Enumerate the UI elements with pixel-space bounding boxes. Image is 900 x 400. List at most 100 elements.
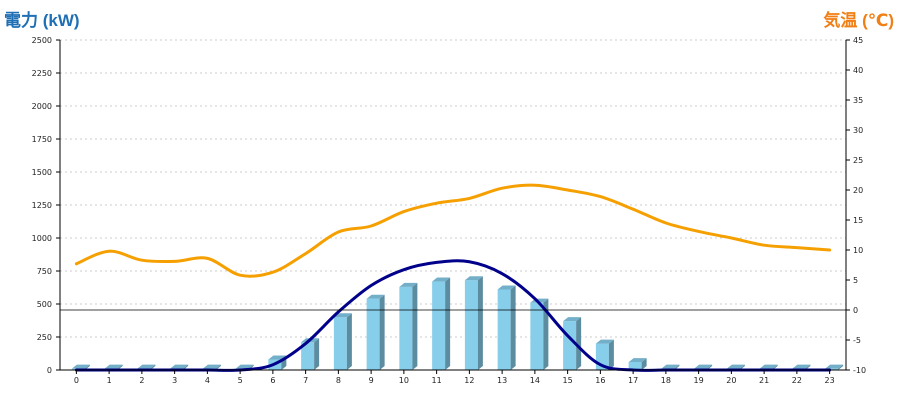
bar-top xyxy=(235,364,254,369)
x-tick-label: 6 xyxy=(270,376,275,385)
bar-side xyxy=(576,317,582,370)
bar-front xyxy=(563,321,577,370)
right-tick-label: 20 xyxy=(853,186,863,195)
bar-front xyxy=(301,342,315,370)
bar-top xyxy=(563,317,582,322)
bar xyxy=(530,298,549,370)
bar xyxy=(399,282,418,370)
bar-top xyxy=(792,364,811,369)
line-left xyxy=(74,259,832,372)
bar-top xyxy=(694,364,713,369)
bar-top xyxy=(726,364,745,369)
right-tick-label: 30 xyxy=(853,126,863,135)
bar xyxy=(497,285,516,370)
x-tick-label: 0 xyxy=(74,376,79,385)
bar-side xyxy=(838,364,844,370)
tick-labels: 02505007501000125015001750200022502500-1… xyxy=(32,36,866,385)
bar xyxy=(825,364,844,370)
x-tick-label: 14 xyxy=(530,376,540,385)
x-tick-label: 3 xyxy=(172,376,177,385)
line-series xyxy=(74,183,832,372)
bar xyxy=(432,277,451,370)
bar-side xyxy=(412,282,418,370)
grid xyxy=(60,39,846,338)
bar-top xyxy=(366,294,385,299)
bar-top xyxy=(661,364,680,369)
bar-side xyxy=(314,338,320,370)
bar xyxy=(563,317,582,370)
x-tick-label: 23 xyxy=(825,376,835,385)
left-tick-label: 500 xyxy=(37,300,52,309)
bar-top xyxy=(628,358,647,363)
axes xyxy=(56,39,850,374)
x-tick-label: 10 xyxy=(399,376,409,385)
bar xyxy=(366,294,385,370)
x-tick-label: 4 xyxy=(205,376,210,385)
right-tick-label: 0 xyxy=(853,306,858,315)
bar xyxy=(333,313,352,370)
x-tick-label: 1 xyxy=(107,376,112,385)
right-axis-title: 気温 (℃) xyxy=(823,11,894,30)
x-tick-label: 22 xyxy=(792,376,802,385)
right-tick-label: 45 xyxy=(853,36,863,45)
bar-front xyxy=(825,368,839,370)
x-tick-label: 19 xyxy=(694,376,704,385)
bar-front xyxy=(366,298,380,370)
left-tick-label: 750 xyxy=(37,267,52,276)
bar-front xyxy=(497,289,511,370)
bar-top xyxy=(170,364,189,369)
bar-top xyxy=(464,276,483,281)
bar-top xyxy=(399,282,418,287)
bar-side xyxy=(477,276,483,370)
left-axis-title: 電力 (kW) xyxy=(4,11,80,30)
x-tick-label: 7 xyxy=(303,376,308,385)
x-tick-label: 16 xyxy=(595,376,605,385)
right-tick-label: 25 xyxy=(853,156,863,165)
bar-front xyxy=(432,281,446,370)
left-tick-label: 1500 xyxy=(32,168,52,177)
right-tick-label: 10 xyxy=(853,246,863,255)
bar-top xyxy=(202,364,221,369)
bar-side xyxy=(543,298,549,370)
bar-side xyxy=(445,277,451,370)
bar-top xyxy=(595,339,614,344)
bar-side xyxy=(510,285,516,370)
bar-front xyxy=(399,286,413,370)
left-tick-label: 250 xyxy=(37,333,52,342)
right-tick-label: 35 xyxy=(853,96,863,105)
bar-top xyxy=(268,355,287,360)
x-tick-label: 11 xyxy=(432,376,442,385)
right-tick-label: 5 xyxy=(853,276,858,285)
x-tick-label: 17 xyxy=(628,376,638,385)
x-tick-label: 15 xyxy=(563,376,573,385)
bar xyxy=(301,338,320,370)
x-tick-label: 9 xyxy=(369,376,374,385)
left-tick-label: 2000 xyxy=(32,102,52,111)
bar-top xyxy=(497,285,516,290)
bar-front xyxy=(530,302,544,370)
bar-front xyxy=(628,362,642,370)
bar-side xyxy=(379,294,385,370)
x-tick-label: 21 xyxy=(759,376,769,385)
bar-top xyxy=(825,364,844,369)
left-tick-label: 1000 xyxy=(32,234,52,243)
bar-side xyxy=(346,313,352,370)
right-tick-label: -10 xyxy=(853,366,866,375)
bar-top xyxy=(333,313,352,318)
left-tick-label: 1750 xyxy=(32,135,52,144)
bar-front xyxy=(464,280,478,370)
right-tick-label: -5 xyxy=(853,336,861,345)
bar-series xyxy=(71,276,844,370)
line-right xyxy=(74,183,832,278)
bar-top xyxy=(104,364,123,369)
left-tick-label: 2500 xyxy=(32,36,52,45)
x-tick-label: 5 xyxy=(238,376,243,385)
left-tick-label: 2250 xyxy=(32,69,52,78)
bar-front xyxy=(333,317,347,370)
bar-side xyxy=(608,339,614,370)
x-tick-label: 12 xyxy=(464,376,474,385)
x-tick-label: 20 xyxy=(726,376,736,385)
bar-top xyxy=(432,277,451,282)
x-tick-label: 8 xyxy=(336,376,341,385)
